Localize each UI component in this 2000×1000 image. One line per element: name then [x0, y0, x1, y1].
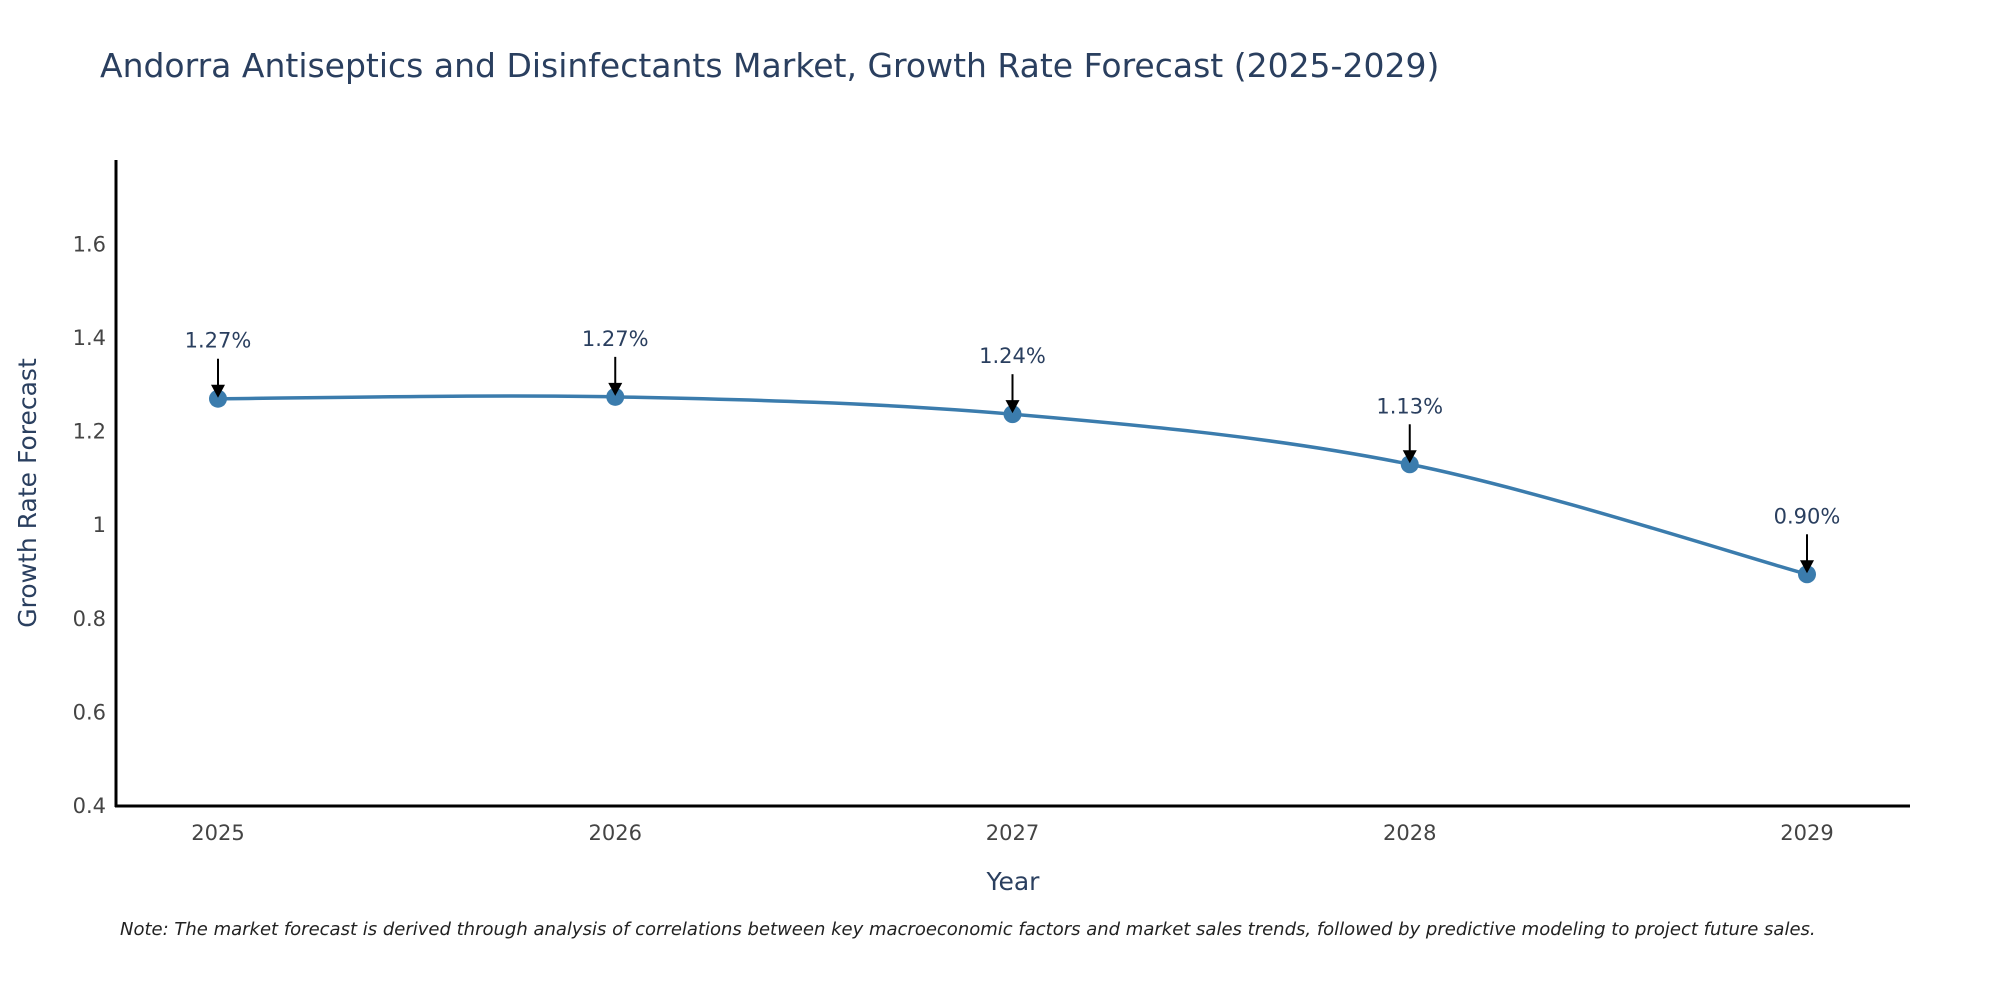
- x-tick-label: 2028: [1383, 821, 1436, 845]
- data-label: 1.27%: [582, 327, 649, 351]
- data-label: 1.24%: [979, 344, 1046, 368]
- y-tick-label: 0.8: [73, 607, 106, 631]
- annotation-arrow-head: [1800, 560, 1814, 574]
- y-tick-label: 1: [93, 513, 106, 537]
- data-annotations: 1.27% 1.27% 1.24% 1.13% 0.90%: [185, 327, 1841, 574]
- y-axis-title: Growth Rate Forecast: [13, 358, 42, 628]
- annotation-arrow-head: [1005, 400, 1020, 414]
- chart-title: Andorra Antiseptics and Disinfectants Ma…: [100, 46, 1440, 85]
- y-tick-label: 0.4: [73, 794, 106, 818]
- data-point-marker: [1003, 405, 1022, 424]
- annotation-arrow-head: [1402, 450, 1417, 464]
- data-point-marker: [1798, 565, 1816, 584]
- data-label: 1.13%: [1376, 394, 1443, 418]
- data-markers: [209, 387, 1816, 584]
- x-tick-label: 2027: [986, 821, 1039, 845]
- annotation-arrow-head: [211, 384, 225, 398]
- data-point-marker: [606, 387, 625, 406]
- y-tick-label: 1.4: [73, 326, 106, 350]
- data-point-marker: [1400, 455, 1419, 474]
- data-label: 0.90%: [1774, 504, 1841, 528]
- x-axis-ticks: 2025 2026 2027 2028 2029: [191, 821, 1833, 845]
- footnote: Note: The market forecast is derived thr…: [120, 919, 1816, 940]
- y-tick-label: 0.6: [73, 700, 106, 724]
- x-tick-label: 2026: [589, 821, 642, 845]
- x-axis-title: Year: [986, 867, 1041, 896]
- x-tick-label: 2029: [1780, 821, 1833, 845]
- x-tick-label: 2025: [191, 821, 244, 845]
- data-point-marker: [209, 389, 227, 408]
- annotation-arrow-head: [608, 382, 623, 396]
- y-axis-ticks: 0.4 0.6 0.8 1 1.2 1.4 1.6: [73, 232, 106, 818]
- data-label: 1.27%: [185, 329, 252, 353]
- y-tick-label: 1.2: [73, 420, 106, 444]
- y-tick-label: 1.6: [73, 232, 106, 256]
